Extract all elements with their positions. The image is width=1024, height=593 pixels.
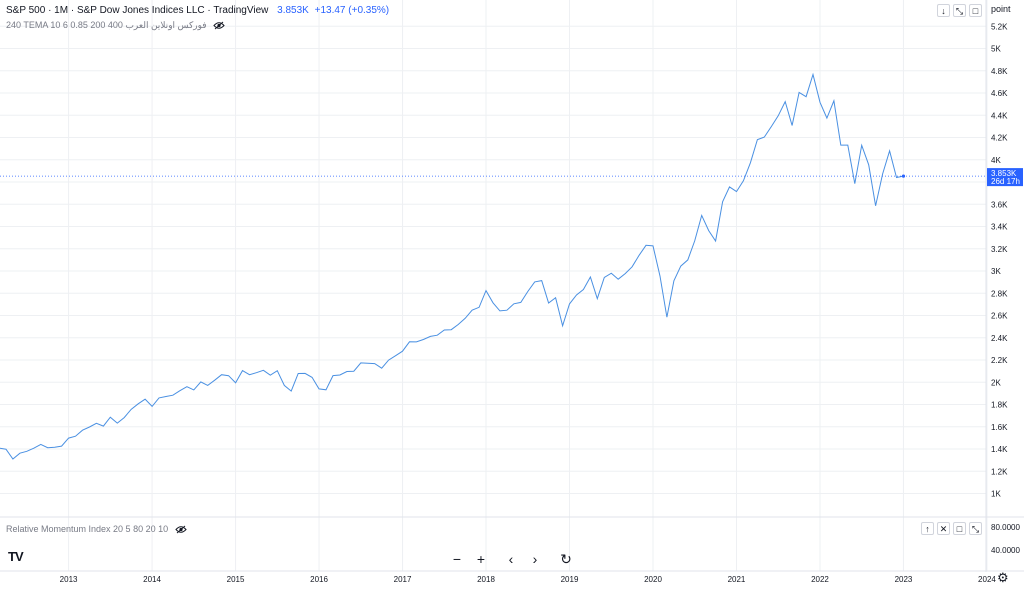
last-price: 3.853K bbox=[277, 5, 309, 16]
rmi-tick-label: 80.0000 bbox=[991, 523, 1020, 532]
maximize-rmi-pane-button[interactable]: □ bbox=[953, 522, 966, 535]
eye-hidden-icon[interactable] bbox=[175, 525, 187, 534]
y-tick-label: 1.2K bbox=[991, 467, 1008, 476]
x-tick-label: 2023 bbox=[895, 575, 913, 584]
y-tick-label: 4K bbox=[991, 156, 1001, 165]
y-tick-label: 1K bbox=[991, 490, 1001, 499]
y-tick-label: 2.4K bbox=[991, 334, 1008, 343]
y-tick-label: 3K bbox=[991, 267, 1001, 276]
y-tick-label: 4.4K bbox=[991, 111, 1008, 120]
y-axis-unit: point bbox=[991, 4, 1011, 14]
x-tick-label: 2018 bbox=[477, 575, 495, 584]
y-tick-label: 2.6K bbox=[991, 312, 1008, 321]
scroll-right-button[interactable]: › bbox=[524, 549, 546, 569]
y-tick-label: 3.4K bbox=[991, 223, 1008, 232]
y-tick-label: 4.8K bbox=[991, 67, 1008, 76]
collapse-icon: ⤡ bbox=[956, 6, 963, 16]
minus-icon: − bbox=[453, 551, 461, 567]
zoom-out-button[interactable]: − bbox=[446, 549, 468, 569]
close-icon: ✕ bbox=[940, 524, 948, 534]
delete-pane-button[interactable]: ✕ bbox=[937, 522, 950, 535]
x-tick-label: 2017 bbox=[394, 575, 412, 584]
maximize-icon: □ bbox=[957, 524, 962, 534]
arrow-down-icon: ↓ bbox=[941, 6, 946, 16]
price-change: +13.47 (+0.35%) bbox=[315, 5, 390, 16]
maximize-pane-button[interactable]: □ bbox=[969, 4, 982, 17]
y-tick-label: 2K bbox=[991, 378, 1001, 387]
indicator-rmi-legend[interactable]: Relative Momentum Index 20 5 80 20 10 bbox=[6, 524, 187, 534]
x-tick-label: 2013 bbox=[60, 575, 78, 584]
indicator-rmi-label: Relative Momentum Index 20 5 80 20 10 bbox=[6, 524, 168, 534]
series-line bbox=[0, 75, 903, 479]
y-tick-label: 2.8K bbox=[991, 289, 1008, 298]
y-tick-label: 4.6K bbox=[991, 89, 1008, 98]
x-tick-label: 2016 bbox=[310, 575, 328, 584]
y-tick-label: 1.4K bbox=[991, 445, 1008, 454]
reset-icon: ↻ bbox=[560, 551, 572, 567]
grid bbox=[0, 0, 987, 571]
x-tick-label: 2015 bbox=[227, 575, 245, 584]
x-tick-label: 2022 bbox=[811, 575, 829, 584]
y-tick-label: 2.2K bbox=[991, 356, 1008, 365]
move-pane-up-button[interactable]: ↑ bbox=[921, 522, 934, 535]
y-tick-label: 5.2K bbox=[991, 22, 1008, 31]
collapse-pane-button[interactable]: ⤡ bbox=[953, 4, 966, 17]
chevron-left-icon: ‹ bbox=[509, 551, 514, 567]
arrow-up-icon: ↑ bbox=[925, 524, 930, 534]
x-tick-label: 2024 bbox=[978, 575, 996, 584]
collapse-rmi-pane-button[interactable]: ⤡ bbox=[969, 522, 982, 535]
eye-hidden-icon[interactable] bbox=[213, 21, 225, 30]
y-tick-label: 1.6K bbox=[991, 423, 1008, 432]
reset-chart-button[interactable]: ↻ bbox=[555, 549, 577, 569]
x-tick-label: 2019 bbox=[561, 575, 579, 584]
indicator-tema-legend[interactable]: 240 TEMA 10 6 0.85 200 400 فوركس اونلاين… bbox=[6, 20, 225, 31]
x-tick-label: 2014 bbox=[143, 575, 161, 584]
rmi-tick-label: 40.0000 bbox=[991, 546, 1020, 555]
y-tick-label: 3.6K bbox=[991, 200, 1008, 209]
indicator-tema-label: 240 TEMA 10 6 0.85 200 400 فوركس اونلاين… bbox=[6, 20, 207, 30]
x-tick-label: 2020 bbox=[644, 575, 662, 584]
collapse-icon: ⤡ bbox=[972, 524, 979, 534]
gear-icon[interactable]: ⚙ bbox=[997, 570, 1009, 586]
x-tick-label: 2021 bbox=[728, 575, 746, 584]
y-tick-label: 5K bbox=[991, 45, 1001, 54]
tradingview-logo-text: TV bbox=[8, 549, 23, 564]
y-tick-label: 4.2K bbox=[991, 134, 1008, 143]
scroll-left-button[interactable]: ‹ bbox=[500, 549, 522, 569]
zoom-in-button[interactable]: + bbox=[470, 549, 492, 569]
y-tick-label: 1.8K bbox=[991, 401, 1008, 410]
y-tick-label: 3.2K bbox=[991, 245, 1008, 254]
move-pane-down-button[interactable]: ↓ bbox=[937, 4, 950, 17]
plus-icon: + bbox=[477, 551, 485, 567]
chevron-right-icon: › bbox=[533, 551, 538, 567]
symbol-title[interactable]: S&P 500 · 1M · S&P Dow Jones Indices LLC… bbox=[6, 5, 268, 16]
chart-legend: S&P 500 · 1M · S&P Dow Jones Indices LLC… bbox=[6, 5, 389, 16]
tradingview-logo-icon[interactable]: TV bbox=[8, 549, 23, 564]
maximize-icon: □ bbox=[973, 6, 978, 16]
price-badge-countdown: 26d 17h bbox=[991, 177, 1020, 186]
